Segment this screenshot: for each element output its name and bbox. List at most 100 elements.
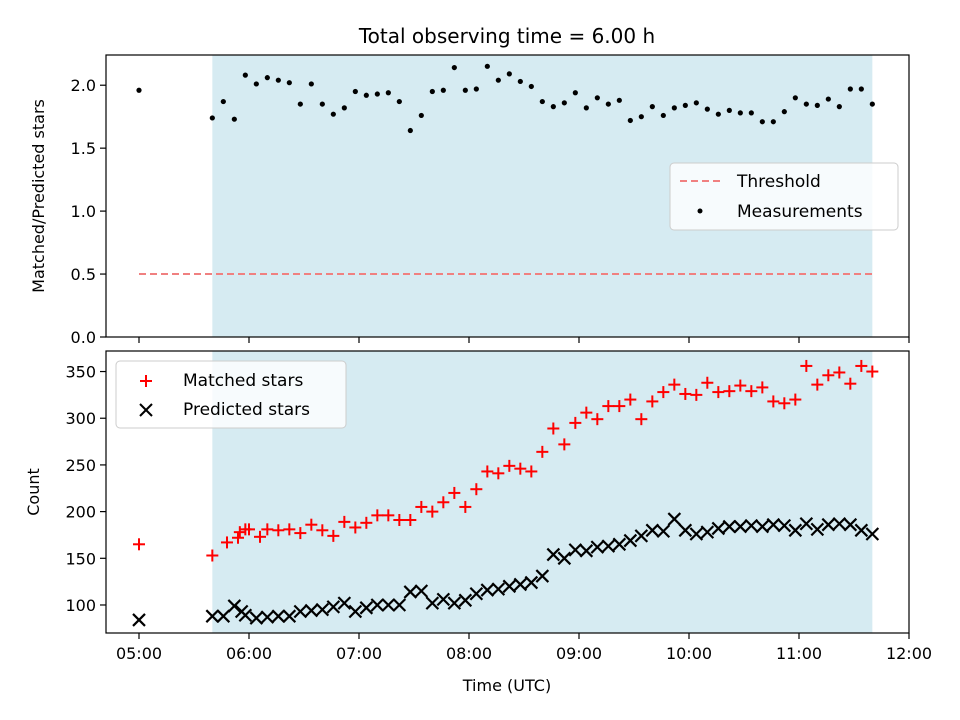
measurement-point: [528, 83, 534, 90]
matched-stars-point: [404, 514, 417, 527]
predicted-stars-point: [810, 522, 825, 537]
y-tick-label: 150: [65, 549, 96, 568]
legend-matched-marker: [140, 375, 152, 387]
measurement-point: [253, 81, 259, 87]
measurement-point: [275, 77, 281, 83]
measurement-point: [539, 98, 545, 105]
measurement-point: [748, 110, 754, 116]
predicted-stars-point: [458, 593, 473, 608]
measurement-point: [627, 117, 633, 124]
measurement-point: [572, 90, 578, 96]
y-tick-label: 200: [65, 503, 96, 522]
predicted-stars-point: [359, 601, 374, 615]
x-tick-label: 10:00: [666, 644, 712, 663]
top-legend-frame: [669, 162, 899, 231]
bottom-x-ticks: 05:00 06:00 07:00 08:00 09:00 10:00 11:00 12:00: [116, 633, 932, 663]
measurement-point: [858, 86, 864, 92]
predicted-stars-point: [370, 598, 385, 612]
matched-stars-point: [690, 388, 703, 401]
matched-stars-point: [371, 509, 384, 522]
predicted-stars-point: [546, 547, 561, 562]
measurement-point: [638, 114, 644, 120]
top-measurement-points: [136, 63, 875, 134]
y-tick-label: 1.5: [71, 139, 96, 158]
matched-stars-point: [580, 406, 593, 419]
matched-stars-point: [243, 523, 255, 536]
measurement-point: [363, 92, 369, 98]
legend-measurements-marker: [697, 208, 703, 214]
predicted-stars-point: [568, 543, 583, 557]
x-tick-label: 08:00: [446, 644, 492, 663]
predicted-stars-point: [777, 518, 792, 533]
matched-stars-point: [459, 500, 472, 513]
matched-stars-point: [822, 369, 835, 382]
predicted-stars-point: [282, 609, 297, 623]
matched-stars-point: [844, 377, 857, 390]
predicted-stars-point: [425, 596, 440, 610]
matched-stars-point: [233, 526, 246, 539]
predicted-stars-point: [700, 525, 715, 539]
predicted-stars-point: [535, 569, 550, 583]
matched-stars-point: [316, 524, 329, 537]
matched-stars-point: [657, 386, 670, 399]
predicted-stars-point: [381, 598, 396, 612]
matched-stars-point: [635, 413, 648, 426]
matched-stars-point: [756, 381, 769, 394]
measurement-point: [770, 119, 776, 125]
predicted-stars-point: [711, 521, 726, 536]
measurement-point: [484, 63, 490, 69]
top-x-ticks: [138, 337, 910, 343]
measurement-point: [385, 90, 391, 96]
predicted-stars-points: [132, 512, 880, 627]
matched-stars-point: [668, 378, 681, 391]
matched-stars-point: [866, 365, 879, 378]
predicted-stars-point: [403, 585, 418, 599]
predicted-stars-point: [524, 575, 539, 590]
predicted-stars-point: [271, 609, 286, 623]
predicted-stars-point: [579, 544, 594, 558]
predicted-stars-point: [293, 604, 308, 619]
matched-stars-point: [294, 527, 307, 540]
measurement-point: [847, 86, 853, 92]
predicted-stars-point: [865, 527, 880, 541]
matched-stars-point: [448, 486, 461, 499]
predicted-stars-point: [557, 551, 572, 566]
predicted-stars-point: [502, 579, 517, 594]
matched-stars-point: [382, 509, 395, 522]
matched-stars-point: [536, 445, 549, 458]
y-tick-label: 2.0: [71, 76, 96, 95]
measurement-point: [308, 81, 314, 87]
predicted-stars-point: [447, 596, 462, 610]
measurement-point: [209, 115, 215, 121]
matched-stars-point: [745, 385, 758, 398]
measurement-point: [704, 106, 710, 112]
predicted-stars-point: [216, 609, 231, 623]
predicted-stars-point: [843, 517, 858, 532]
bottom-legend-frame: [115, 360, 347, 429]
y-tick-label: 350: [65, 363, 96, 382]
predicted-stars-point: [238, 608, 253, 623]
measurement-point: [451, 64, 457, 71]
predicted-stars-point: [480, 583, 495, 597]
predicted-stars-point: [132, 613, 146, 627]
predicted-stars-point: [788, 523, 803, 538]
measurement-point: [264, 75, 270, 81]
matched-stars-point: [701, 376, 714, 389]
matched-stars-point: [360, 516, 373, 529]
matched-stars-point: [624, 393, 637, 406]
predicted-stars-point: [623, 533, 638, 548]
measurement-point: [330, 111, 336, 117]
measurement-point: [462, 87, 468, 93]
predicted-stars-point: [436, 592, 451, 607]
legend-predicted-marker: [139, 403, 153, 417]
predicted-stars-point: [469, 587, 484, 601]
predicted-stars-point: [414, 584, 429, 598]
measurement-point: [561, 100, 567, 106]
matched-stars-point: [133, 538, 145, 551]
matched-stars-point: [393, 514, 406, 527]
predicted-stars-point: [678, 523, 693, 538]
x-tick-label: 06:00: [226, 644, 272, 663]
measurement-point: [429, 88, 435, 95]
y-tick-label: 0.5: [71, 265, 96, 284]
measurement-point: [352, 88, 358, 95]
